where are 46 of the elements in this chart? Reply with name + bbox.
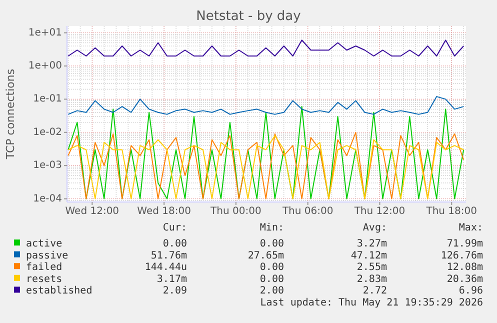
- text: 0.00: [162, 238, 187, 250]
- text: Min:: [260, 222, 284, 234]
- legend-label: failed: [26, 262, 62, 274]
- text: 2.09: [162, 286, 187, 297]
- text: 0.00: [260, 238, 284, 250]
- text: 27.65m: [248, 250, 284, 262]
- x-tick-label: Wed 12:00: [65, 206, 120, 217]
- text: 20.36m: [446, 274, 483, 285]
- text: 3.17m: [156, 274, 187, 285]
- x-tick-label: Thu 12:00: [353, 206, 406, 217]
- text: 126.76m: [440, 250, 483, 262]
- text: Avg:: [362, 222, 387, 234]
- x-tick-label: Thu 18:00: [425, 206, 478, 217]
- y-tick-label: 1e+01: [28, 27, 62, 38]
- y-tick-label: 1e-04: [33, 193, 62, 204]
- legend-label: active: [26, 238, 62, 250]
- y-tick-label: 1e-02: [33, 126, 62, 138]
- text: Last update: Thu May 21 19:35:29 2026: [260, 298, 483, 308]
- text: 12.08m: [446, 262, 483, 274]
- x-tick-label: Thu 00:00: [210, 206, 262, 217]
- line-series: [68, 40, 464, 56]
- legend-label: resets: [26, 274, 62, 285]
- text: 144.44u: [144, 262, 187, 274]
- chart-title: Netstat - by day: [196, 9, 302, 24]
- text: 47.12m: [350, 250, 387, 262]
- text: 2.72: [362, 286, 387, 297]
- legend-label: established: [26, 286, 92, 297]
- text: Max:: [458, 222, 483, 234]
- text: Cur:: [162, 222, 187, 234]
- y-axis-title: TCP connections: [4, 68, 17, 160]
- legend-label: passive: [26, 250, 68, 262]
- y-tick-label: 1e-03: [33, 160, 62, 172]
- text: 0.00: [260, 262, 284, 274]
- y-tick-label: 1e+00: [28, 60, 62, 72]
- text: 0.00: [260, 274, 284, 285]
- text: 2.00: [260, 286, 284, 297]
- text: 6.96: [458, 286, 483, 297]
- text: 71.99m: [446, 238, 483, 250]
- text: 3.27m: [356, 238, 387, 250]
- x-tick-label: Wed 18:00: [137, 206, 191, 217]
- text: 51.76m: [150, 250, 187, 262]
- y-tick-label: 1e-01: [33, 94, 62, 105]
- x-tick-label: Thu 06:00: [281, 206, 334, 217]
- text: 2.83m: [356, 274, 387, 285]
- text: 2.55m: [356, 262, 387, 274]
- line-series: [68, 96, 464, 115]
